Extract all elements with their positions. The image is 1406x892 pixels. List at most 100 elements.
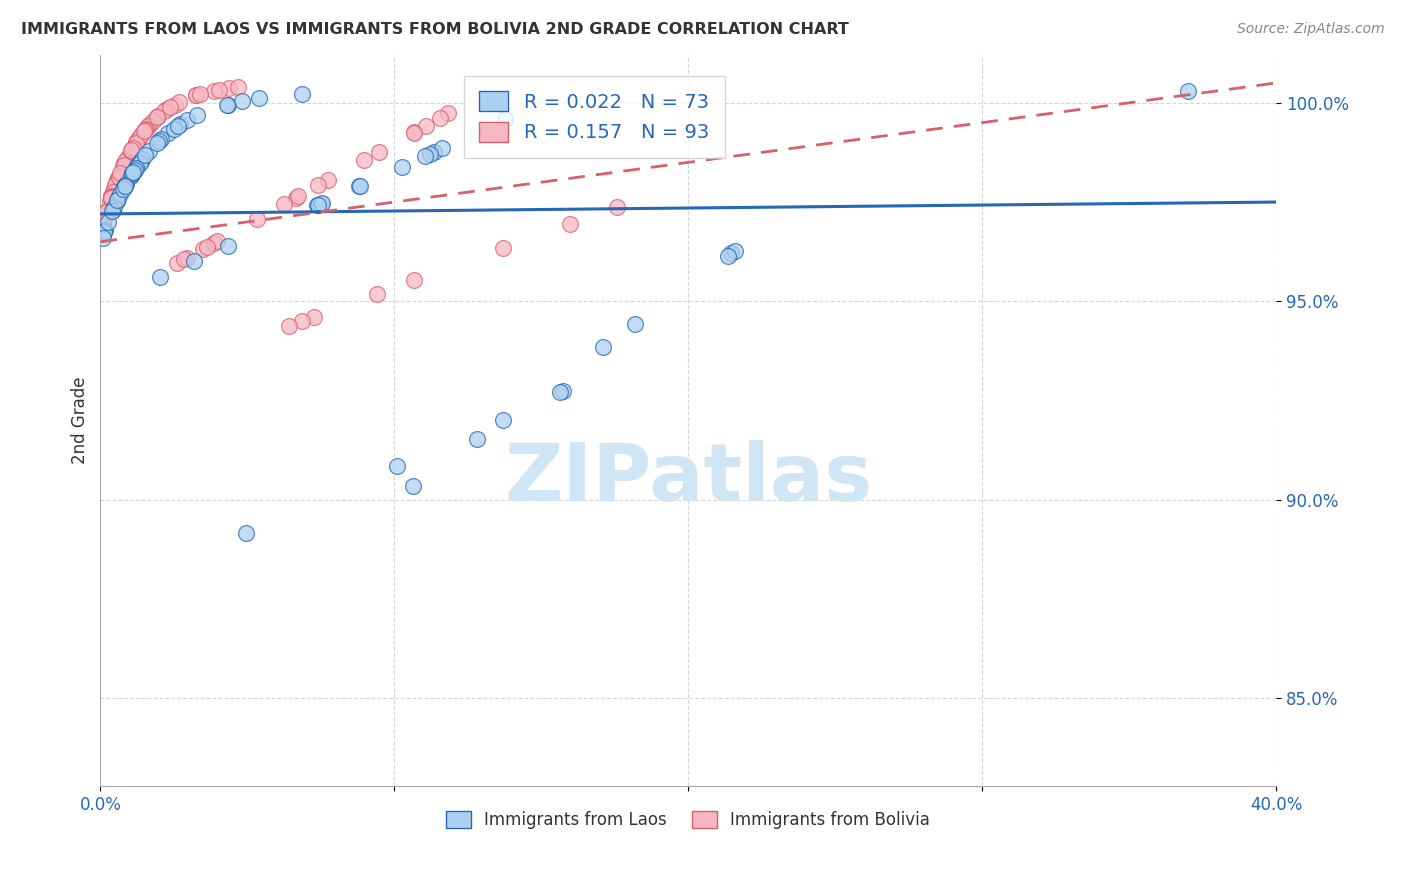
Point: [107, 169, 129, 184]
Point: [148, 134, 170, 148]
Point: [291, 314, 314, 328]
Point: [235, 526, 257, 541]
Point: [146, 136, 169, 150]
Point: [120, 143, 142, 157]
Point: [128, 130, 150, 145]
Point: [94, 206, 117, 220]
Point: [114, 178, 136, 193]
Point: [110, 187, 132, 202]
Point: [202, 235, 225, 250]
Point: [208, 82, 231, 96]
Point: [125, 135, 148, 149]
Point: [231, 95, 253, 109]
Point: [104, 178, 127, 192]
Point: [183, 254, 205, 268]
Point: [104, 178, 127, 193]
Point: [91, 231, 114, 245]
Point: [404, 273, 426, 287]
Point: [124, 162, 146, 177]
Point: [114, 178, 136, 193]
Point: [163, 121, 186, 136]
Point: [100, 190, 122, 204]
Point: [558, 217, 581, 231]
Point: [166, 256, 188, 270]
Point: [112, 158, 135, 172]
Point: [429, 111, 451, 125]
Point: [149, 132, 172, 146]
Point: [91, 226, 114, 240]
Point: [423, 145, 446, 159]
Point: [169, 117, 191, 131]
Point: [100, 190, 122, 204]
Point: [305, 198, 328, 212]
Point: [273, 197, 295, 211]
Point: [186, 88, 208, 103]
Point: [91, 217, 114, 231]
Point: [606, 200, 628, 214]
Point: [100, 191, 122, 205]
Point: [551, 384, 574, 398]
Point: [307, 198, 329, 212]
Point: [132, 124, 155, 138]
Point: [117, 150, 139, 164]
Point: [98, 194, 121, 208]
Point: [287, 189, 309, 203]
Point: [186, 108, 208, 122]
Point: [91, 217, 114, 231]
Point: [105, 173, 128, 187]
Point: [202, 84, 225, 98]
Point: [592, 340, 614, 354]
Point: [112, 181, 135, 195]
Point: [125, 136, 148, 150]
Point: [138, 118, 160, 132]
Point: [142, 114, 165, 128]
Point: [188, 87, 211, 101]
Point: [413, 149, 436, 163]
Point: [195, 240, 218, 254]
Point: [107, 191, 129, 205]
Point: [103, 200, 125, 214]
Point: [134, 148, 156, 162]
Point: [112, 158, 135, 172]
Point: [122, 164, 145, 178]
Point: [138, 144, 160, 158]
Legend: Immigrants from Laos, Immigrants from Bolivia: Immigrants from Laos, Immigrants from Bo…: [440, 805, 936, 836]
Point: [419, 146, 441, 161]
Point: [391, 160, 413, 174]
Point: [353, 153, 375, 167]
Point: [107, 193, 129, 207]
Point: [366, 286, 388, 301]
Point: [278, 318, 301, 333]
Point: [284, 191, 307, 205]
Point: [91, 222, 114, 236]
Point: [136, 120, 159, 134]
Point: [114, 179, 136, 194]
Point: [217, 239, 239, 253]
Point: [166, 119, 188, 133]
Point: [121, 141, 143, 155]
Point: [1177, 84, 1199, 98]
Point: [720, 246, 742, 260]
Point: [163, 97, 186, 112]
Point: [101, 202, 124, 217]
Point: [432, 141, 454, 155]
Point: [100, 188, 122, 202]
Point: [121, 167, 143, 181]
Point: [309, 196, 332, 211]
Point: [91, 227, 114, 241]
Point: [347, 179, 370, 194]
Point: [311, 196, 333, 211]
Point: [247, 91, 270, 105]
Point: [404, 125, 426, 139]
Point: [316, 173, 339, 187]
Point: [97, 215, 120, 229]
Point: [93, 224, 115, 238]
Point: [121, 165, 143, 179]
Point: [108, 166, 131, 180]
Point: [724, 244, 747, 258]
Point: [624, 317, 647, 331]
Text: ZIPatlas: ZIPatlas: [505, 440, 872, 518]
Point: [217, 97, 239, 112]
Point: [120, 144, 142, 158]
Point: [129, 153, 152, 168]
